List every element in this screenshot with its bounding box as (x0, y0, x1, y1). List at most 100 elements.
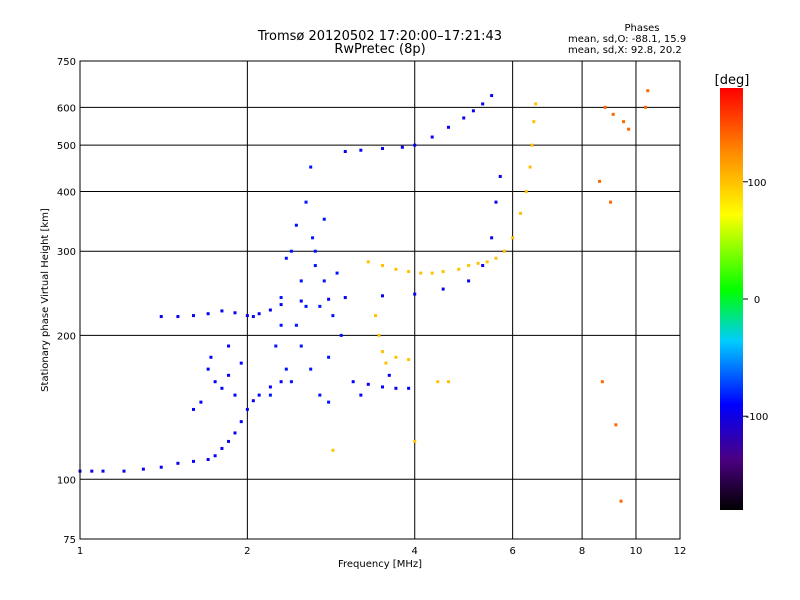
data-points (78, 89, 650, 503)
data-point (413, 439, 417, 443)
data-point (377, 333, 381, 337)
colorbar-label: [deg] (715, 73, 750, 88)
data-point (284, 367, 288, 371)
data-point (394, 355, 398, 359)
data-point (304, 304, 308, 308)
grid (79, 60, 681, 540)
data-point (490, 236, 494, 240)
data-point (220, 386, 224, 390)
data-point (294, 323, 298, 327)
data-point (159, 465, 163, 469)
y-tick-label: 750 (57, 57, 76, 68)
x-tick-labels: 1 2 4 6 8 10 12 (77, 546, 687, 557)
y-tick-label: 100 (57, 475, 76, 486)
data-point (387, 373, 391, 377)
chart-subtitle: RwPretec (8p) (334, 42, 425, 57)
data-point (101, 469, 105, 473)
data-point (284, 256, 288, 260)
data-point (351, 380, 355, 384)
y-tick-label: 600 (57, 103, 76, 114)
data-point (532, 120, 536, 124)
data-point (622, 120, 626, 124)
data-point (603, 105, 607, 109)
data-point (239, 361, 243, 365)
data-point (373, 314, 377, 318)
data-point (176, 315, 180, 319)
data-point (430, 271, 434, 275)
data-point (380, 294, 384, 298)
data-point (220, 309, 224, 313)
data-point (380, 385, 384, 389)
data-point (309, 165, 313, 169)
data-point (279, 303, 283, 307)
data-point (446, 380, 450, 384)
data-point (206, 367, 210, 371)
y-tick-label: 200 (57, 331, 76, 342)
data-point (530, 143, 534, 147)
data-point (257, 312, 261, 316)
data-point (366, 382, 370, 386)
data-point (476, 261, 480, 265)
data-point (441, 270, 445, 274)
data-point (498, 174, 502, 178)
data-point (227, 344, 231, 348)
y-tick-label: 500 (57, 141, 76, 152)
y-axis-label: Stationary phase Virtual Height [km] (40, 208, 51, 392)
data-point (511, 236, 515, 240)
data-point (279, 323, 283, 327)
data-point (494, 256, 498, 260)
data-point (519, 211, 523, 215)
data-point (611, 112, 615, 116)
data-point (206, 312, 210, 316)
data-point (614, 423, 618, 427)
data-point (191, 407, 195, 411)
data-point (299, 299, 303, 303)
data-point (239, 420, 243, 424)
data-point (141, 467, 145, 471)
data-point (176, 461, 180, 465)
data-point (206, 457, 210, 461)
data-point (299, 279, 303, 283)
data-point (467, 279, 471, 283)
data-point (233, 311, 237, 315)
data-point (600, 380, 604, 384)
data-point (304, 200, 308, 204)
data-point (213, 380, 217, 384)
data-point (457, 267, 461, 271)
data-point (394, 267, 398, 271)
data-point (481, 264, 485, 268)
data-point (490, 94, 494, 98)
data-point (289, 380, 293, 384)
data-point (299, 344, 303, 348)
data-point (339, 333, 343, 337)
data-point (343, 149, 347, 153)
x-axis-label: Frequency [MHz] (338, 559, 422, 570)
data-point (524, 189, 528, 193)
x-tick-label: 1 (77, 546, 83, 557)
data-point (322, 279, 326, 283)
data-point (609, 200, 613, 204)
data-point (366, 260, 370, 264)
data-point (233, 393, 237, 397)
data-point (436, 380, 440, 384)
data-point (380, 147, 384, 151)
colorbar (720, 88, 743, 510)
data-point (159, 315, 163, 319)
y-tick-label: 400 (57, 187, 76, 198)
data-point (233, 431, 237, 435)
data-point (359, 148, 363, 152)
data-point (494, 200, 498, 204)
data-point (331, 448, 335, 452)
data-point (643, 105, 647, 109)
data-point (309, 367, 313, 371)
stats-heading: Phases (624, 23, 659, 34)
data-point (289, 249, 293, 253)
data-point (311, 236, 315, 240)
chart-title: Tromsø 20120502 17:20:00–17:21:43 (257, 29, 502, 44)
data-point (467, 264, 471, 268)
y-tick-label: 300 (57, 247, 76, 258)
data-point (90, 469, 94, 473)
data-point (413, 292, 417, 296)
data-point (268, 308, 272, 312)
